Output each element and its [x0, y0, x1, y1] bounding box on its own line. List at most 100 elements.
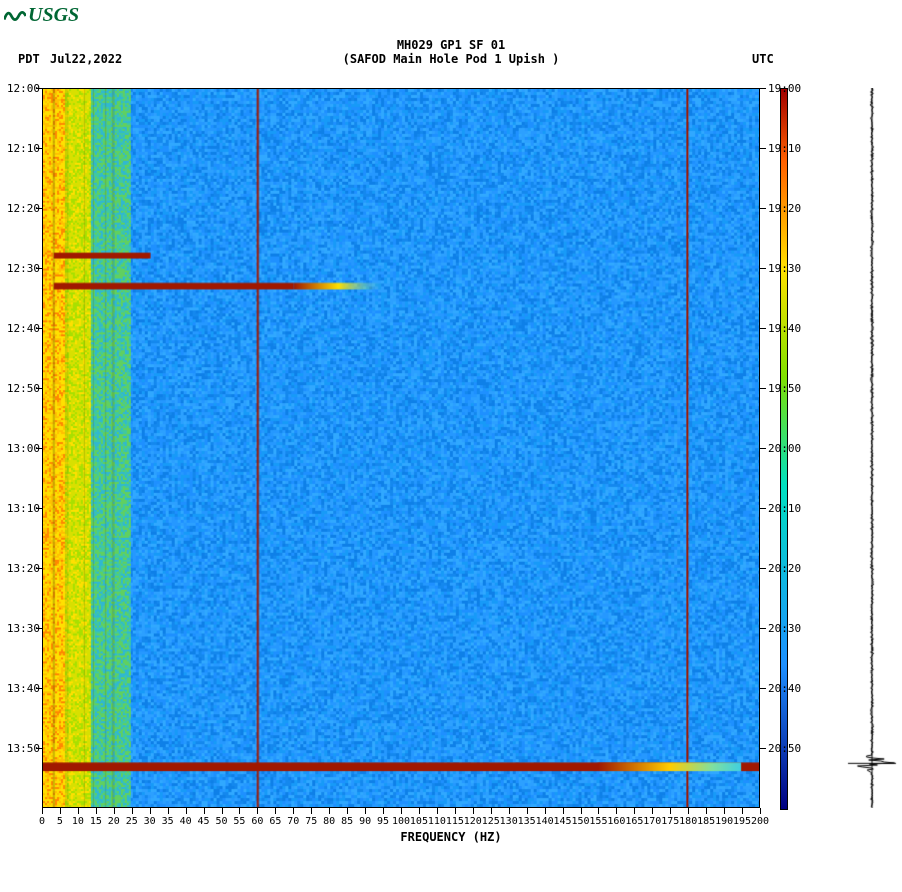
x-tick-mark	[204, 808, 205, 814]
x-tick-label: 40	[180, 816, 192, 827]
x-tick-mark	[706, 808, 707, 814]
utc-label: UTC	[752, 52, 774, 66]
y-tick-right: 20:20	[768, 562, 806, 575]
x-tick-label: 190	[715, 816, 733, 827]
x-tick-mark	[401, 808, 402, 814]
y-tick-left: 12:20	[2, 202, 40, 215]
y-tick-mark-right	[760, 208, 766, 209]
y-tick-left: 12:40	[2, 322, 40, 335]
y-tick-mark-left	[36, 148, 42, 149]
y-tick-right: 20:00	[768, 442, 806, 455]
y-tick-left: 13:40	[2, 682, 40, 695]
x-tick-label: 90	[359, 816, 371, 827]
x-tick-mark	[293, 808, 294, 814]
x-tick-mark	[598, 808, 599, 814]
y-tick-left: 13:20	[2, 562, 40, 575]
y-tick-left: 13:30	[2, 622, 40, 635]
x-tick-mark	[257, 808, 258, 814]
x-tick-label: 150	[571, 816, 589, 827]
y-tick-mark-right	[760, 328, 766, 329]
x-tick-mark	[96, 808, 97, 814]
x-tick-mark	[150, 808, 151, 814]
y-tick-mark-right	[760, 148, 766, 149]
y-tick-right: 19:10	[768, 142, 806, 155]
y-tick-right: 19:00	[768, 82, 806, 95]
y-tick-left: 12:30	[2, 262, 40, 275]
x-tick-label: 125	[482, 816, 500, 827]
x-tick-mark	[78, 808, 79, 814]
x-tick-label: 130	[500, 816, 518, 827]
y-tick-mark-right	[760, 748, 766, 749]
y-tick-right: 20:40	[768, 682, 806, 695]
x-tick-label: 30	[144, 816, 156, 827]
x-tick-mark	[222, 808, 223, 814]
y-tick-mark-right	[760, 568, 766, 569]
y-tick-left: 12:00	[2, 82, 40, 95]
x-tick-label: 100	[392, 816, 410, 827]
x-tick-label: 80	[323, 816, 335, 827]
y-tick-right: 19:30	[768, 262, 806, 275]
y-tick-mark-left	[36, 388, 42, 389]
x-tick-label: 155	[589, 816, 607, 827]
x-tick-mark	[383, 808, 384, 814]
x-tick-label: 135	[518, 816, 536, 827]
spectrogram-plot	[42, 88, 760, 808]
x-tick-mark	[670, 808, 671, 814]
x-tick-mark	[186, 808, 187, 814]
y-tick-mark-left	[36, 208, 42, 209]
x-tick-label: 110	[428, 816, 446, 827]
side-waveform	[846, 88, 898, 808]
y-tick-mark-right	[760, 688, 766, 689]
x-tick-label: 0	[39, 816, 45, 827]
x-tick-mark	[60, 808, 61, 814]
y-tick-mark-left	[36, 448, 42, 449]
x-tick-mark	[688, 808, 689, 814]
y-tick-right: 19:40	[768, 322, 806, 335]
x-tick-mark	[473, 808, 474, 814]
x-tick-mark	[581, 808, 582, 814]
x-tick-mark	[509, 808, 510, 814]
usgs-logo: USGS	[4, 4, 79, 27]
y-tick-mark-right	[760, 508, 766, 509]
y-tick-left: 13:10	[2, 502, 40, 515]
x-tick-mark	[545, 808, 546, 814]
x-tick-label: 180	[679, 816, 697, 827]
x-tick-label: 170	[643, 816, 661, 827]
x-tick-label: 15	[90, 816, 102, 827]
x-tick-mark	[329, 808, 330, 814]
y-tick-right: 19:20	[768, 202, 806, 215]
wave-icon	[4, 7, 26, 25]
x-tick-label: 10	[72, 816, 84, 827]
y-tick-left: 12:10	[2, 142, 40, 155]
x-tick-label: 160	[607, 816, 625, 827]
x-tick-label: 115	[446, 816, 464, 827]
x-tick-mark	[527, 808, 528, 814]
y-tick-right: 20:50	[768, 742, 806, 755]
x-tick-label: 95	[377, 816, 389, 827]
x-tick-mark	[455, 808, 456, 814]
x-tick-label: 70	[287, 816, 299, 827]
x-tick-mark	[563, 808, 564, 814]
x-tick-label: 185	[697, 816, 715, 827]
x-tick-label: 25	[126, 816, 138, 827]
x-tick-mark	[275, 808, 276, 814]
x-tick-label: 75	[305, 816, 317, 827]
x-tick-mark	[634, 808, 635, 814]
x-tick-mark	[616, 808, 617, 814]
x-tick-mark	[742, 808, 743, 814]
x-tick-mark	[419, 808, 420, 814]
y-tick-left: 12:50	[2, 382, 40, 395]
x-tick-label: 85	[341, 816, 353, 827]
x-tick-mark	[491, 808, 492, 814]
x-tick-label: 60	[251, 816, 263, 827]
x-tick-label: 5	[57, 816, 63, 827]
x-tick-mark	[760, 808, 761, 814]
x-tick-mark	[347, 808, 348, 814]
y-tick-right: 19:50	[768, 382, 806, 395]
date-label: Jul22,2022	[50, 52, 122, 66]
x-tick-label: 105	[410, 816, 428, 827]
y-tick-right: 20:10	[768, 502, 806, 515]
x-tick-mark	[365, 808, 366, 814]
y-tick-left: 13:50	[2, 742, 40, 755]
y-tick-mark-left	[36, 328, 42, 329]
